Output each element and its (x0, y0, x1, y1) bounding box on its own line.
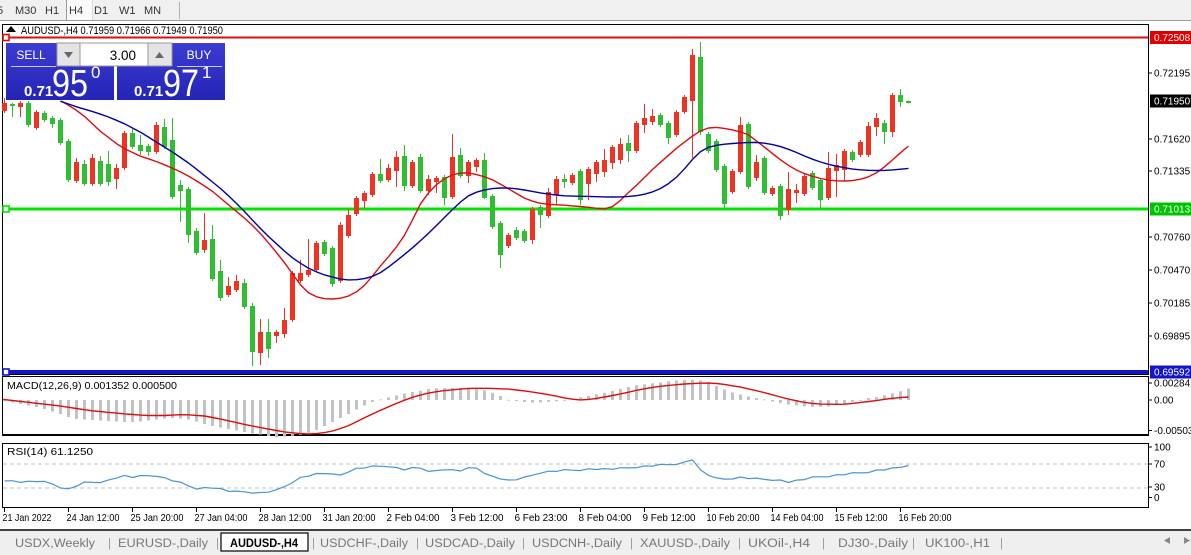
svg-text:SELL: SELL (16, 48, 46, 62)
svg-text:0.00: 0.00 (1154, 396, 1174, 407)
svg-text:0.71: 0.71 (134, 83, 163, 100)
svg-text:16 Feb 20:00: 16 Feb 20:00 (899, 512, 952, 524)
svg-text:EURUSD-,Daily: EURUSD-,Daily (118, 538, 208, 550)
svg-text:AUDUSD-,H4: AUDUSD-,H4 (230, 538, 299, 550)
svg-text:USDCHF-,Daily: USDCHF-,Daily (320, 538, 408, 550)
svg-text:0.71950: 0.71950 (1154, 97, 1191, 108)
svg-text:USDX,Weekly: USDX,Weekly (15, 538, 95, 550)
svg-text:14 Feb 04:00: 14 Feb 04:00 (771, 512, 824, 524)
svg-text:|: | (1000, 538, 1003, 550)
svg-text:|: | (216, 538, 219, 550)
svg-text:UK100-,H1: UK100-,H1 (925, 538, 990, 550)
svg-text:0.70470: 0.70470 (1154, 266, 1191, 277)
svg-text:|: | (108, 538, 111, 550)
svg-text:|: | (416, 538, 419, 550)
svg-text:6 Feb 23:00: 6 Feb 23:00 (515, 512, 568, 524)
svg-text:0.72195: 0.72195 (1154, 69, 1191, 80)
svg-text:24 Jan 12:00: 24 Jan 12:00 (67, 512, 120, 524)
svg-text:8 Feb 04:00: 8 Feb 04:00 (579, 512, 632, 524)
svg-text:0.71: 0.71 (24, 83, 53, 100)
svg-text:USDCAD-,Daily: USDCAD-,Daily (425, 538, 515, 550)
svg-text:AUDUSD-,H4 0.71959 0.71966 0.: AUDUSD-,H4 0.71959 0.71966 0.71949 0.719… (21, 25, 223, 37)
svg-text:0.69895: 0.69895 (1154, 332, 1191, 343)
svg-text:3 Feb 12:00: 3 Feb 12:00 (451, 512, 504, 524)
svg-text:97: 97 (163, 63, 199, 105)
svg-text:UKOil-,H4: UKOil-,H4 (748, 538, 811, 550)
svg-text:10 Feb 20:00: 10 Feb 20:00 (707, 512, 760, 524)
svg-text:MACD(12,26,9) 0.001352 0.00050: MACD(12,26,9) 0.001352 0.000500 (7, 380, 177, 392)
svg-text:XAUUSD-,Daily: XAUUSD-,Daily (640, 538, 730, 550)
svg-text:|: | (912, 538, 915, 550)
svg-text:30: 30 (1154, 483, 1166, 494)
svg-text:0.0028412: 0.0028412 (1154, 379, 1191, 390)
svg-text:100: 100 (1154, 443, 1171, 454)
svg-text:0.72508: 0.72508 (1154, 33, 1191, 44)
svg-text:H1: H1 (45, 5, 59, 17)
svg-text:0.71620: 0.71620 (1154, 135, 1191, 146)
svg-text:31 Jan 20:00: 31 Jan 20:00 (323, 512, 376, 524)
svg-text:|: | (822, 538, 825, 550)
svg-text:0.71335: 0.71335 (1154, 167, 1191, 178)
svg-text:M30: M30 (15, 5, 36, 17)
svg-text:0: 0 (91, 63, 100, 82)
svg-text:0.70185: 0.70185 (1154, 299, 1191, 310)
svg-text:RSI(14) 61.1250: RSI(14) 61.1250 (7, 446, 93, 458)
svg-text:USDCNH-,Daily: USDCNH-,Daily (532, 538, 622, 550)
svg-text:3.00: 3.00 (110, 48, 136, 63)
svg-text:95: 95 (52, 63, 88, 105)
svg-text:W1: W1 (119, 5, 136, 17)
svg-text:|: | (738, 538, 741, 550)
svg-text:27 Jan 04:00: 27 Jan 04:00 (195, 512, 248, 524)
svg-text:28 Jan 12:00: 28 Jan 12:00 (259, 512, 312, 524)
svg-text:|: | (630, 538, 633, 550)
svg-text:D1: D1 (94, 5, 108, 17)
svg-text:2 Feb 04:00: 2 Feb 04:00 (387, 512, 440, 524)
svg-text:0: 0 (1154, 493, 1160, 504)
svg-text:MN: MN (144, 5, 161, 17)
svg-text:DJ30-,Daily: DJ30-,Daily (838, 538, 908, 550)
svg-text:|: | (522, 538, 525, 550)
svg-text:70: 70 (1154, 460, 1166, 471)
svg-text:21 Jan 2022: 21 Jan 2022 (3, 512, 52, 524)
svg-text:BUY: BUY (187, 48, 212, 62)
svg-text:0.70760: 0.70760 (1154, 233, 1191, 244)
svg-text:0.69592: 0.69592 (1154, 368, 1191, 379)
svg-text:-0.0050325: -0.0050325 (1154, 426, 1191, 437)
svg-text:15 Feb 12:00: 15 Feb 12:00 (835, 512, 888, 524)
svg-text:25 Jan 20:00: 25 Jan 20:00 (131, 512, 184, 524)
svg-text:|: | (312, 538, 315, 550)
svg-text:9 Feb 12:00: 9 Feb 12:00 (643, 512, 696, 524)
svg-text:5: 5 (0, 5, 3, 17)
svg-text:0.71013: 0.71013 (1154, 205, 1191, 216)
svg-text:H4: H4 (69, 5, 83, 17)
svg-text:1: 1 (202, 63, 211, 82)
